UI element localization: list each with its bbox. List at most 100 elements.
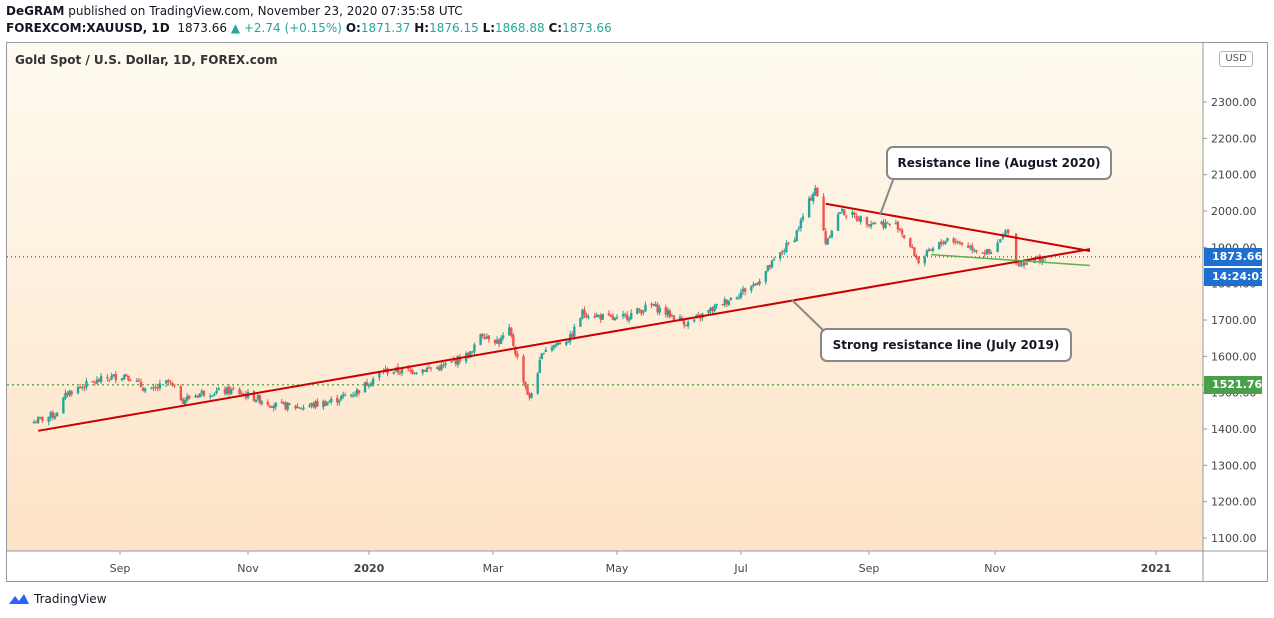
candle-body	[266, 401, 270, 405]
currency-badge[interactable]: USD	[1219, 51, 1253, 67]
price-axis: 2300.002200.002100.002000.001900.001800.…	[1202, 43, 1257, 581]
candle-body	[514, 346, 517, 355]
candle-body	[707, 310, 710, 313]
trendline-july-2019	[37, 248, 1091, 432]
candle-body	[917, 256, 920, 264]
candle-body	[36, 417, 40, 423]
candle-body	[697, 314, 700, 316]
candle-body	[540, 353, 543, 360]
candles-layer	[32, 184, 1047, 426]
candle-body	[363, 381, 367, 393]
candle-body	[85, 380, 88, 388]
candle-body	[931, 248, 935, 251]
candle-body	[429, 367, 433, 369]
footer-brand[interactable]: TradingView	[34, 592, 107, 606]
candle-body	[536, 373, 539, 394]
publish-info: DeGRAM published on TradingView.com, Nov…	[6, 4, 463, 18]
candle-body	[556, 342, 560, 345]
plot-area[interactable]	[7, 43, 1203, 551]
candle-body	[200, 390, 204, 394]
candle-body	[411, 369, 414, 374]
candle-body	[564, 342, 568, 345]
candle-body	[522, 356, 525, 383]
candle-body	[573, 326, 576, 337]
candle-body	[884, 222, 887, 228]
open-label: O:	[345, 21, 361, 35]
price-tick-label: 2100.00	[1211, 169, 1257, 182]
candle-body	[181, 398, 185, 404]
countdown-tag: 14:24:03	[1204, 268, 1267, 286]
candle-body	[194, 395, 197, 398]
candle-body	[1014, 233, 1018, 264]
symbol-label[interactable]: FOREXCOM:XAUUSD, 1D	[6, 21, 170, 35]
candle-body	[597, 315, 600, 317]
candle-body	[343, 394, 347, 396]
candle-body	[154, 387, 157, 389]
candle-body	[785, 243, 788, 252]
candle-body	[99, 376, 103, 382]
candle-body	[209, 395, 212, 397]
candle-body	[316, 400, 319, 407]
candle-body	[621, 313, 625, 317]
candle-body	[53, 416, 57, 419]
candle-body	[781, 251, 784, 253]
candle-body	[867, 224, 871, 226]
candle-body	[280, 401, 283, 403]
candle-body	[286, 402, 289, 410]
candle-body	[981, 252, 984, 254]
candle-body	[822, 196, 825, 231]
chart-frame	[6, 42, 1268, 582]
candle-body	[47, 416, 50, 422]
candle-body	[127, 375, 130, 381]
candle-body	[1025, 262, 1028, 265]
candle-body	[198, 393, 201, 398]
candle-body	[595, 314, 598, 318]
publisher-name[interactable]: DeGRAM	[6, 4, 65, 18]
candle-body	[66, 392, 69, 395]
candle-body	[952, 238, 955, 243]
candle-body	[34, 421, 38, 424]
candle-body	[183, 400, 187, 405]
candle-body	[508, 327, 511, 336]
candle-body	[664, 307, 667, 315]
high-value: 1876.15	[429, 21, 479, 35]
candle-body	[378, 372, 381, 378]
candle-body	[240, 393, 243, 395]
time-tick-label: Nov	[984, 562, 1006, 575]
candle-body	[483, 336, 486, 339]
candle-body	[826, 238, 829, 245]
candle-body	[213, 394, 216, 396]
time-tick-label: Sep	[859, 562, 880, 575]
candle-body	[158, 383, 162, 389]
candle-body	[727, 301, 731, 306]
time-tick-label: Sep	[110, 562, 131, 575]
candle-body	[440, 364, 443, 370]
time-axis: Sep Nov 2020 Mar May Jul Sep Nov 2021	[7, 550, 1267, 575]
tradingview-logo-icon[interactable]	[8, 592, 30, 606]
candle-body	[723, 299, 726, 305]
trendline-august-2020	[825, 202, 1091, 252]
candle-body	[274, 402, 277, 407]
candle-body	[996, 242, 999, 252]
callout-lower: Strong resistance line (July 2019)	[820, 328, 1072, 362]
candle-body	[93, 382, 97, 384]
candle-body	[571, 333, 574, 337]
candle-body	[288, 403, 291, 405]
candle-body	[167, 380, 170, 382]
candle-body	[814, 187, 817, 195]
candle-body	[768, 265, 772, 268]
candle-body	[62, 397, 65, 414]
candle-body	[1017, 263, 1020, 266]
candle-body	[1033, 257, 1036, 263]
candle-body	[487, 335, 491, 340]
candle-body	[713, 305, 716, 312]
candle-body	[371, 378, 375, 385]
candle-body	[1004, 230, 1007, 236]
candle-body	[112, 374, 115, 377]
candle-body	[106, 377, 109, 379]
candle-body	[797, 228, 801, 230]
candle-body	[282, 402, 285, 404]
candle-body	[900, 229, 904, 235]
candle-body	[272, 406, 275, 409]
